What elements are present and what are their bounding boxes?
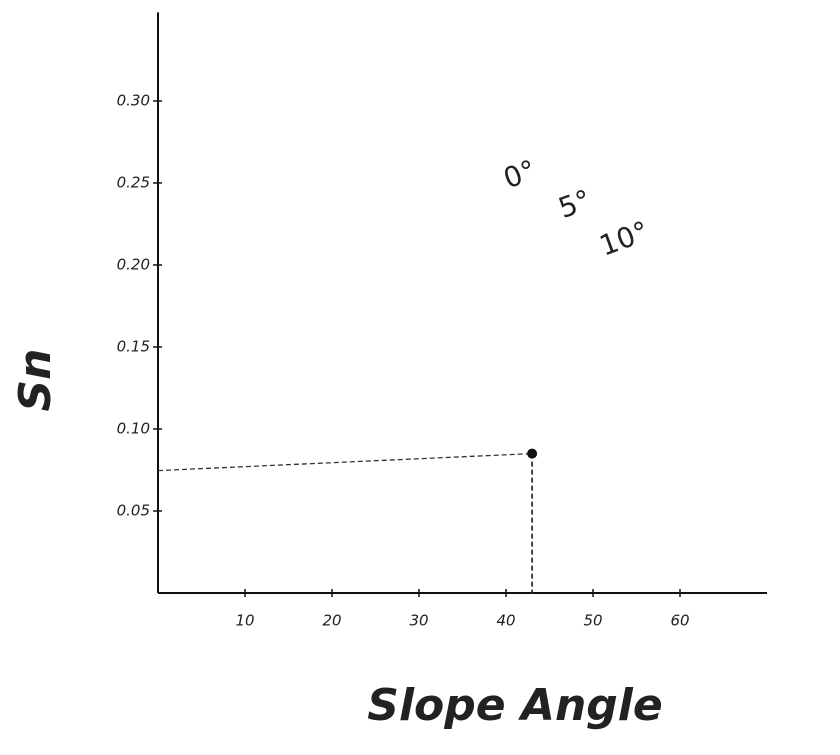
x-axis-label: Slope Angle [367,680,662,731]
x-tick-label: 50 [583,612,602,630]
guide-line [157,452,533,472]
y-tick-label: 0.05 [117,501,150,519]
y-tick-label: 0.25 [117,173,150,191]
x-tick-label: 30 [409,612,428,630]
y-tick-label: 0.30 [117,91,150,109]
y-tick-label: 0.15 [117,337,150,355]
curve-label: 10° [595,215,653,263]
x-tick-label: 60 [670,612,689,630]
x-tick-label: 40 [496,612,515,630]
x-tick-label: 20 [322,612,341,630]
x-tick-label: 10 [235,612,254,630]
y-axis-label: Sn [10,348,61,411]
curve-label: 0° [499,153,540,195]
curve-label: 5° [554,183,595,225]
marker-point [527,448,538,459]
y-tick-label: 0.20 [117,255,150,273]
y-tick-label: 0.10 [117,419,150,437]
